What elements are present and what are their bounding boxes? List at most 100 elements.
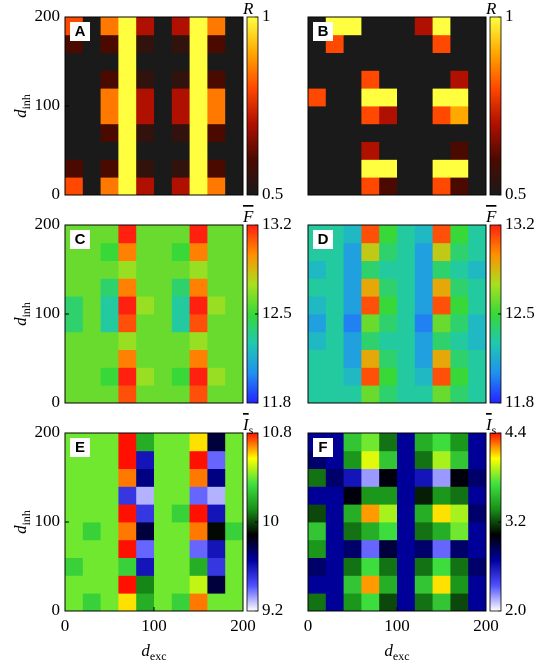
heat-cell: [100, 539, 119, 558]
colorbar-tick-label: 11.8: [262, 392, 291, 411]
heat-cell: [397, 522, 416, 541]
y-axis-label-symbol: d: [11, 317, 30, 326]
heat-cell: [343, 123, 362, 142]
panel-label-box: [313, 230, 333, 249]
heat-cell: [154, 106, 173, 125]
y-tick-label: 100: [35, 303, 61, 322]
heat-cell: [100, 349, 119, 368]
heat-cell: [171, 17, 190, 36]
heat-cell: [450, 242, 469, 261]
heat-cell: [343, 225, 362, 244]
heat-cell: [468, 593, 487, 612]
y-tick-label: 200: [35, 422, 61, 441]
heat-cell: [308, 557, 327, 576]
heat-cell: [65, 575, 84, 594]
heat-cell: [118, 177, 137, 196]
heat-cell: [136, 52, 155, 71]
heat-cell: [225, 468, 244, 487]
heat-cell: [414, 468, 433, 487]
heat-cell: [171, 385, 190, 404]
heat-cell: [379, 159, 398, 178]
heat-cell: [414, 349, 433, 368]
heat-cell: [154, 539, 173, 558]
heat-cell: [361, 331, 380, 350]
heat-cell: [189, 450, 208, 469]
y-tick-label: 0: [52, 600, 61, 619]
heat-cell: [414, 141, 433, 160]
heat-cell: [189, 260, 208, 279]
heat-cell: [397, 539, 416, 558]
heat-cell: [432, 331, 451, 350]
heat-cell: [343, 593, 362, 612]
heat-cell: [379, 522, 398, 541]
heat-cell: [189, 331, 208, 350]
heat-cell: [379, 557, 398, 576]
heat-cell: [171, 522, 190, 541]
heat-cell: [414, 52, 433, 71]
heat-cell: [65, 278, 84, 297]
x-tick-label: 0: [61, 616, 70, 635]
heat-cell: [118, 575, 137, 594]
heat-cell: [325, 575, 344, 594]
y-tick-label: 0: [52, 392, 61, 411]
heat-cell: [154, 260, 173, 279]
heat-cell: [450, 34, 469, 53]
heat-cell: [468, 141, 487, 160]
heat-cell: [136, 349, 155, 368]
heat-cell: [225, 349, 244, 368]
heat-cell: [468, 242, 487, 261]
heat-cell: [82, 385, 101, 404]
heat-cell: [414, 557, 433, 576]
heat-cell: [414, 123, 433, 142]
heat-cell: [189, 296, 208, 315]
heat-cell: [343, 242, 362, 261]
heat-cell: [397, 504, 416, 523]
heat-cell: [325, 522, 344, 541]
heat-cell: [154, 242, 173, 261]
heat-cell: [65, 70, 84, 89]
heat-cell: [308, 575, 327, 594]
colorbar-label: F: [485, 207, 497, 226]
heat-cell: [343, 177, 362, 196]
heat-cell: [171, 504, 190, 523]
plot-frame: [307, 16, 487, 196]
heat-cell: [118, 70, 137, 89]
heat-cell: [82, 331, 101, 350]
heat-cell: [325, 557, 344, 576]
heat-cell: [468, 575, 487, 594]
heat-cell: [189, 593, 208, 612]
heat-cell: [225, 557, 244, 576]
heat-cell: [65, 331, 84, 350]
heat-cell: [343, 331, 362, 350]
heat-cell: [65, 593, 84, 612]
heat-cell: [136, 593, 155, 612]
heat-cell: [397, 593, 416, 612]
heat-cell: [82, 278, 101, 297]
heat-cell: [468, 17, 487, 36]
heat-cell: [189, 367, 208, 386]
heat-cell: [118, 34, 137, 53]
heat-cell: [136, 177, 155, 196]
heat-cell: [450, 123, 469, 142]
heat-cell: [325, 177, 344, 196]
heat-cell: [118, 278, 137, 297]
heat-cell: [450, 296, 469, 315]
heat-cell: [189, 486, 208, 505]
panel-label: B: [318, 23, 329, 40]
y-axis-label-subscript: inh: [19, 510, 33, 525]
heat-cell: [397, 450, 416, 469]
heat-cell: [397, 433, 416, 452]
heat-cell: [225, 296, 244, 315]
heat-cell: [325, 52, 344, 71]
heat-cell: [468, 433, 487, 452]
heat-cell: [325, 123, 344, 142]
panel-label: C: [75, 231, 86, 248]
heat-cell: [154, 88, 173, 107]
heat-cell: [118, 522, 137, 541]
heat-cell: [450, 141, 469, 160]
heat-cell: [361, 88, 380, 107]
heat-cell: [468, 557, 487, 576]
heat-cell: [397, 177, 416, 196]
heat-cell: [171, 141, 190, 160]
heat-cell: [118, 106, 137, 125]
